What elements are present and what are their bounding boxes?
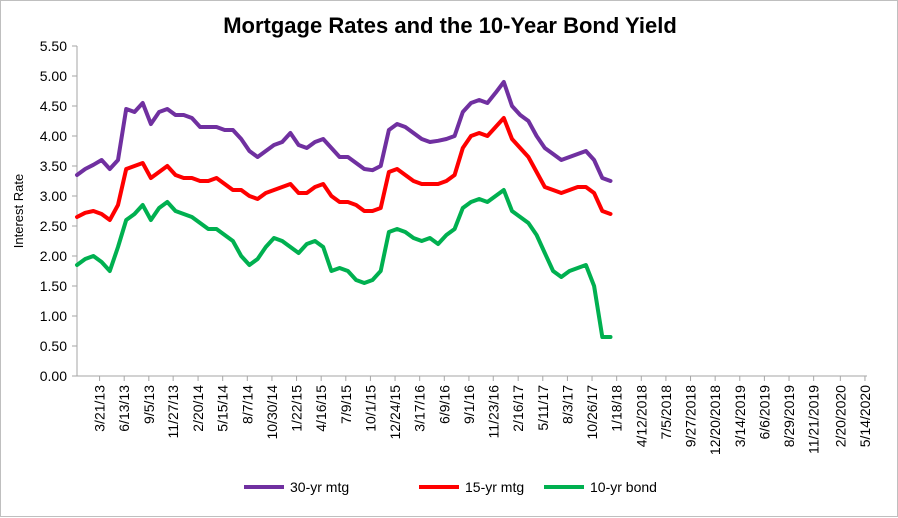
y-tick-label: 1.00	[40, 308, 67, 324]
y-tick-label: 2.50	[40, 218, 67, 234]
legend: 30-yr mtg 15-yr mtg 10-yr bond	[244, 479, 657, 495]
x-tick-label: 11/21/2019	[806, 385, 822, 454]
x-tick-label: 2/20/2020	[832, 385, 848, 447]
series-line-0	[75, 80, 613, 183]
y-axis-label: Interest Rate	[11, 174, 26, 248]
y-tick-label: 1.50	[40, 278, 67, 294]
x-tick-label: 3/14/2019	[732, 385, 748, 447]
y-tick-label: 3.00	[40, 188, 67, 204]
x-tick-label: 1/18/18	[609, 385, 625, 432]
x-tick-label: 1/22/15	[289, 385, 305, 432]
x-tick-label: 4/12/2018	[633, 385, 649, 447]
y-tick-label: 5.00	[40, 68, 67, 84]
x-tick-label: 6/13/13	[116, 385, 132, 432]
x-tick-label: 6/6/2019	[756, 385, 772, 440]
y-tick-label: 0.00	[40, 368, 67, 384]
y-tick-label: 4.00	[40, 128, 67, 144]
x-tick-label: 6/9/16	[436, 385, 452, 424]
x-tick-label: 12/20/2018	[707, 385, 723, 455]
x-tick-label: 8/3/17	[559, 385, 575, 424]
x-tick-label: 10/1/15	[362, 385, 378, 432]
x-tick-label: 4/16/15	[313, 385, 329, 432]
x-axis: 3/21/13 6/13/13 9/5/13 11/27/13 2/20/14 5/15/…	[77, 375, 873, 455]
series-lines	[75, 80, 613, 339]
x-tick-label: 5/11/17	[535, 385, 551, 431]
y-tick-label: 3.50	[40, 158, 67, 174]
legend-label: 30-yr mtg	[290, 479, 349, 495]
x-tick-label: 10/30/14	[264, 385, 280, 440]
x-tick-label: 10/26/17	[584, 385, 600, 440]
y-tick-label: 0.50	[40, 338, 67, 354]
y-tick-label: 4.50	[40, 98, 67, 114]
x-tick-label: 7/5/2018	[658, 385, 674, 440]
x-tick-label: 5/15/14	[215, 385, 231, 432]
y-tick-label: 2.00	[40, 248, 67, 264]
x-tick-label: 3/17/16	[412, 385, 428, 432]
x-tick-label: 7/9/15	[338, 385, 354, 424]
x-tick-label: 8/7/14	[239, 385, 255, 424]
chart-title: Mortgage Rates and the 10-Year Bond Yiel…	[223, 13, 677, 38]
x-tick-label: 11/27/13	[165, 385, 181, 439]
x-tick-label: 2/20/14	[190, 385, 206, 432]
y-tick-label: 5.50	[40, 38, 67, 54]
x-tick-label: 8/29/2019	[781, 385, 797, 447]
series-line-2	[75, 188, 613, 339]
x-tick-label: 2/16/17	[510, 385, 526, 432]
legend-label: 15-yr mtg	[465, 479, 524, 495]
x-tick-label: 12/24/15	[387, 385, 403, 440]
y-axis: 0.00 0.50 1.00 1.50 2.00 2.50 3.00 3.50 4.00 4.50…	[40, 38, 78, 384]
x-tick-label: 11/23/16	[485, 385, 501, 439]
series-line-1	[75, 116, 613, 222]
x-tick-label: 9/1/16	[461, 385, 477, 424]
x-tick-label: 9/27/2018	[683, 385, 699, 447]
x-tick-label: 5/14/2020	[857, 385, 873, 447]
x-tick-label: 3/21/13	[92, 385, 108, 432]
legend-label: 10-yr bond	[590, 479, 657, 495]
x-tick-label: 9/5/13	[141, 385, 157, 424]
